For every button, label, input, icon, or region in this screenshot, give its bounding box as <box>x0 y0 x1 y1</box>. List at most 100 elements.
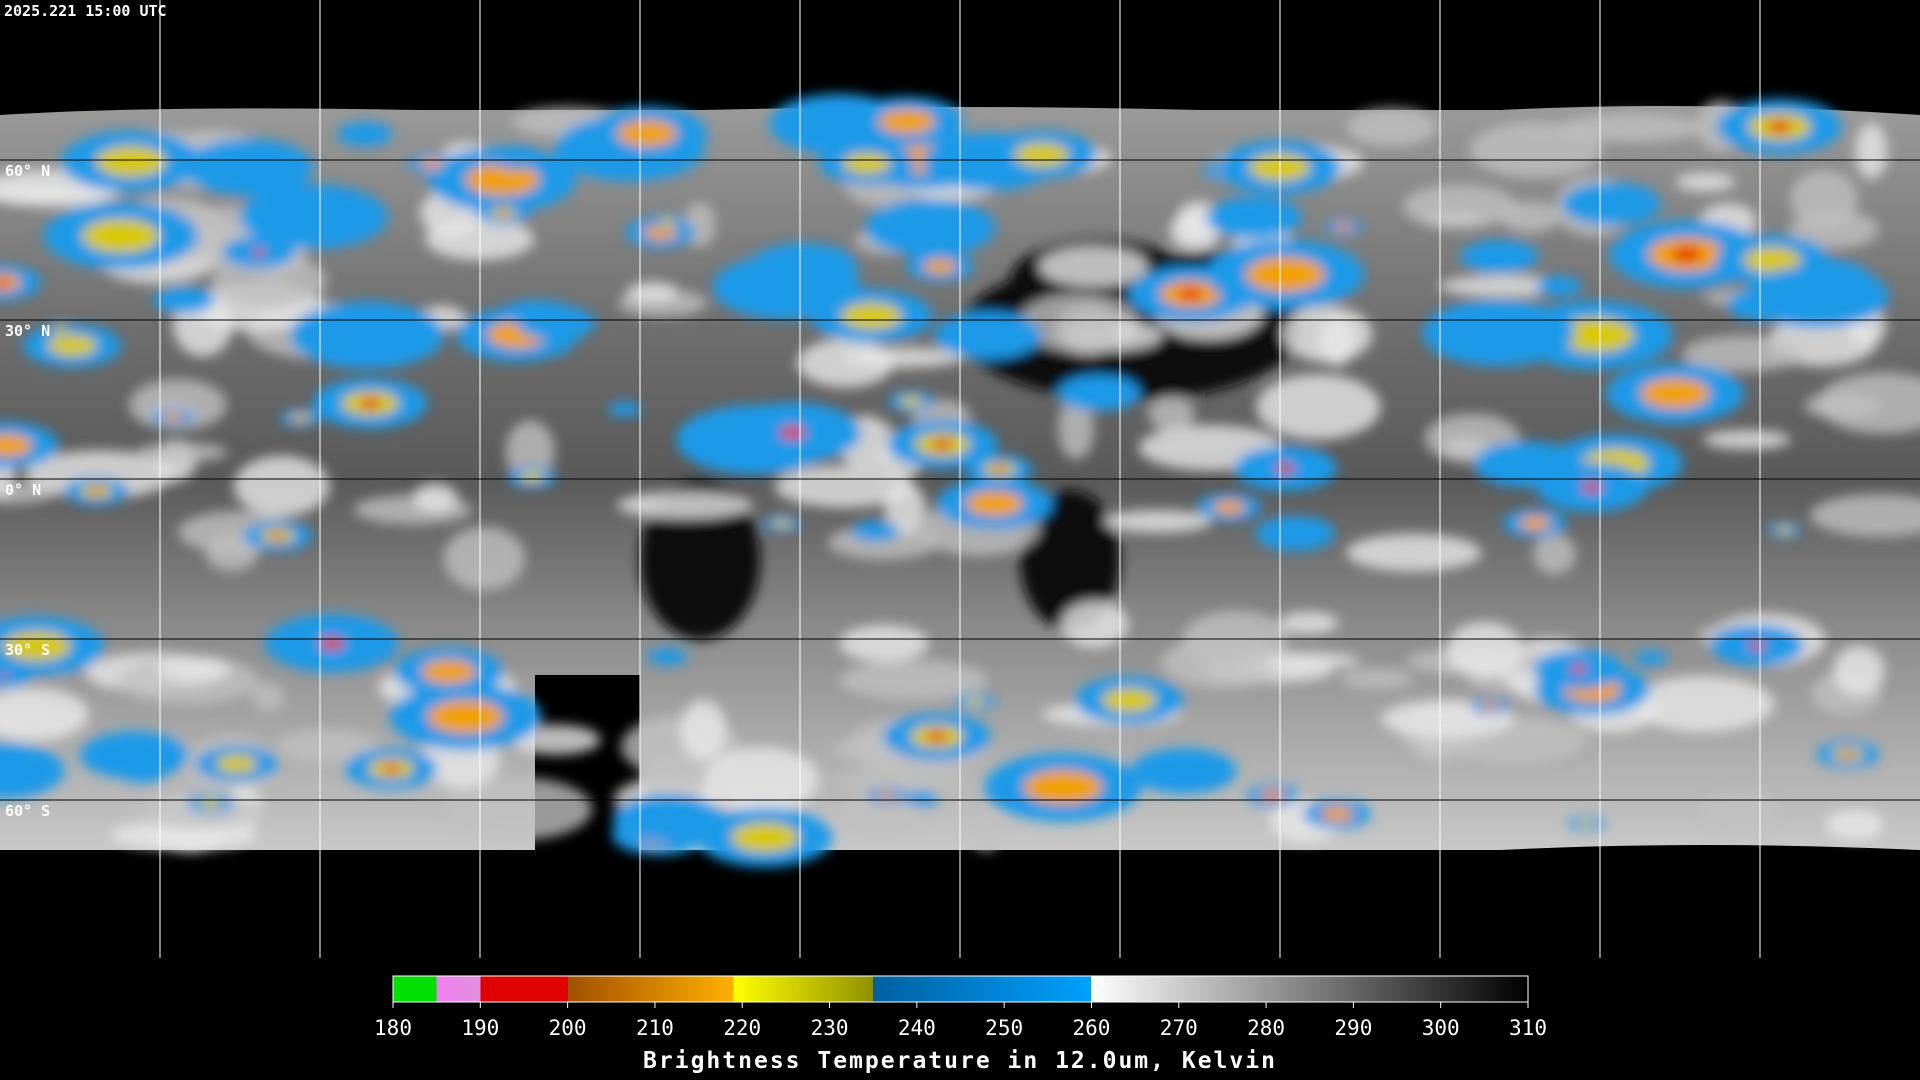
cold-cloud-peak <box>252 248 266 256</box>
latitude-label: 30° N <box>5 322 50 340</box>
cloud <box>680 699 727 761</box>
cold-cloud <box>1255 516 1336 552</box>
cloud <box>1319 316 1355 367</box>
cold-cloud-core <box>1320 806 1354 822</box>
colorbar-tick-label: 230 <box>811 1016 849 1040</box>
cold-cloud-core <box>773 519 792 528</box>
cloud <box>512 724 601 755</box>
cold-cloud-peak <box>1275 463 1295 474</box>
cloud <box>24 450 174 500</box>
cold-cloud-core <box>1743 247 1801 273</box>
cold-cloud-core <box>1245 256 1325 292</box>
cloud <box>1855 123 1888 179</box>
cold-cloud <box>647 647 688 666</box>
cold-cloud-core <box>1101 688 1157 713</box>
latitude-labels: 60° N 30° N 0° N 30° S 60° S <box>5 162 50 820</box>
cold-cloud-peak <box>90 487 103 494</box>
colorbar-tick-label: 180 <box>374 1016 412 1040</box>
cold-cloud-core <box>427 700 504 734</box>
cold-cloud-peak <box>993 466 1006 473</box>
cold-cloud-core <box>923 258 957 274</box>
cold-cloud <box>1057 375 1141 412</box>
cloud <box>840 794 921 836</box>
cold-cloud-core <box>1014 142 1070 167</box>
cloud <box>1061 600 1129 648</box>
cold-cloud <box>1457 309 1555 352</box>
cold-cloud-peak <box>1570 665 1588 674</box>
cold-cloud <box>336 121 393 147</box>
cloud <box>1256 374 1381 440</box>
cloud <box>1810 493 1920 537</box>
cloud <box>863 756 903 774</box>
cold-cloud <box>607 401 641 417</box>
cloud <box>276 729 377 763</box>
cold-cloud <box>1460 239 1539 274</box>
cloud <box>233 455 330 517</box>
cold-cloud-core <box>1480 701 1500 710</box>
cold-cloud-core <box>1248 153 1311 181</box>
colorbar-tick-label: 280 <box>1247 1016 1285 1040</box>
cold-cloud-peak <box>1672 247 1702 262</box>
cold-cloud-peak <box>271 532 285 540</box>
cold-cloud <box>851 520 900 542</box>
cold-cloud-core <box>216 754 258 773</box>
graticule <box>159 0 1761 958</box>
cold-cloud-core <box>519 471 545 483</box>
cold-cloud <box>182 138 314 196</box>
cold-cloud-core <box>841 302 902 330</box>
cold-cloud-core <box>1555 318 1634 353</box>
colorbar-title: Brightness Temperature in 12.0um, Kelvin <box>643 1048 1277 1074</box>
cloud <box>0 687 90 742</box>
colorbar-tick-label: 220 <box>723 1016 761 1040</box>
cold-cloud-core <box>1776 526 1793 534</box>
cloud <box>252 682 285 712</box>
cold-cloud-core <box>161 412 184 422</box>
colorbar-tick-label: 210 <box>636 1016 674 1040</box>
cloud <box>1038 246 1148 287</box>
cold-cloud-peak <box>0 278 9 287</box>
cold-cloud <box>1633 650 1669 666</box>
cloud <box>413 483 458 513</box>
cold-cloud-peak <box>1841 751 1854 758</box>
cold-cloud <box>1205 196 1303 239</box>
cloud <box>1790 170 1858 228</box>
cloud <box>1339 669 1414 689</box>
cloud <box>1825 809 1884 841</box>
cold-cloud-core <box>0 273 22 292</box>
cold-cloud-core <box>465 163 540 196</box>
cold-cloud <box>1131 747 1237 794</box>
cloud <box>842 347 964 368</box>
cold-cloud-core <box>95 146 166 177</box>
cloud-field <box>0 94 1920 867</box>
cold-cloud-peak <box>1748 640 1766 650</box>
cold-cloud <box>864 198 996 257</box>
cloud <box>445 777 593 841</box>
cold-cloud <box>0 742 65 799</box>
cloud <box>704 747 819 813</box>
cold-cloud <box>289 301 445 369</box>
cloud <box>1703 430 1792 450</box>
cloud <box>627 282 679 302</box>
cold-cloud-core <box>0 433 33 457</box>
cold-cloud <box>904 791 939 807</box>
cloud <box>1675 172 1736 192</box>
cloud <box>1533 533 1576 575</box>
cold-cloud-core <box>900 396 924 407</box>
cloud <box>1631 676 1775 733</box>
cloud <box>884 481 926 535</box>
cold-cloud-peak <box>1581 482 1603 493</box>
cloud <box>158 656 231 683</box>
cold-cloud <box>153 286 215 314</box>
cold-cloud <box>239 184 388 250</box>
latitude-label: 60° N <box>5 162 50 180</box>
cold-cloud-core <box>731 822 799 853</box>
cloud <box>505 420 555 483</box>
cloud <box>1682 335 1804 372</box>
cold-cloud-peak <box>926 731 947 742</box>
cold-cloud-peak <box>498 210 509 216</box>
colorbar-tick-label: 310 <box>1509 1016 1547 1040</box>
cold-cloud-peak <box>1179 288 1203 300</box>
cold-cloud-core <box>964 697 985 707</box>
cold-cloud-core <box>1519 516 1551 531</box>
cloud <box>774 465 914 508</box>
